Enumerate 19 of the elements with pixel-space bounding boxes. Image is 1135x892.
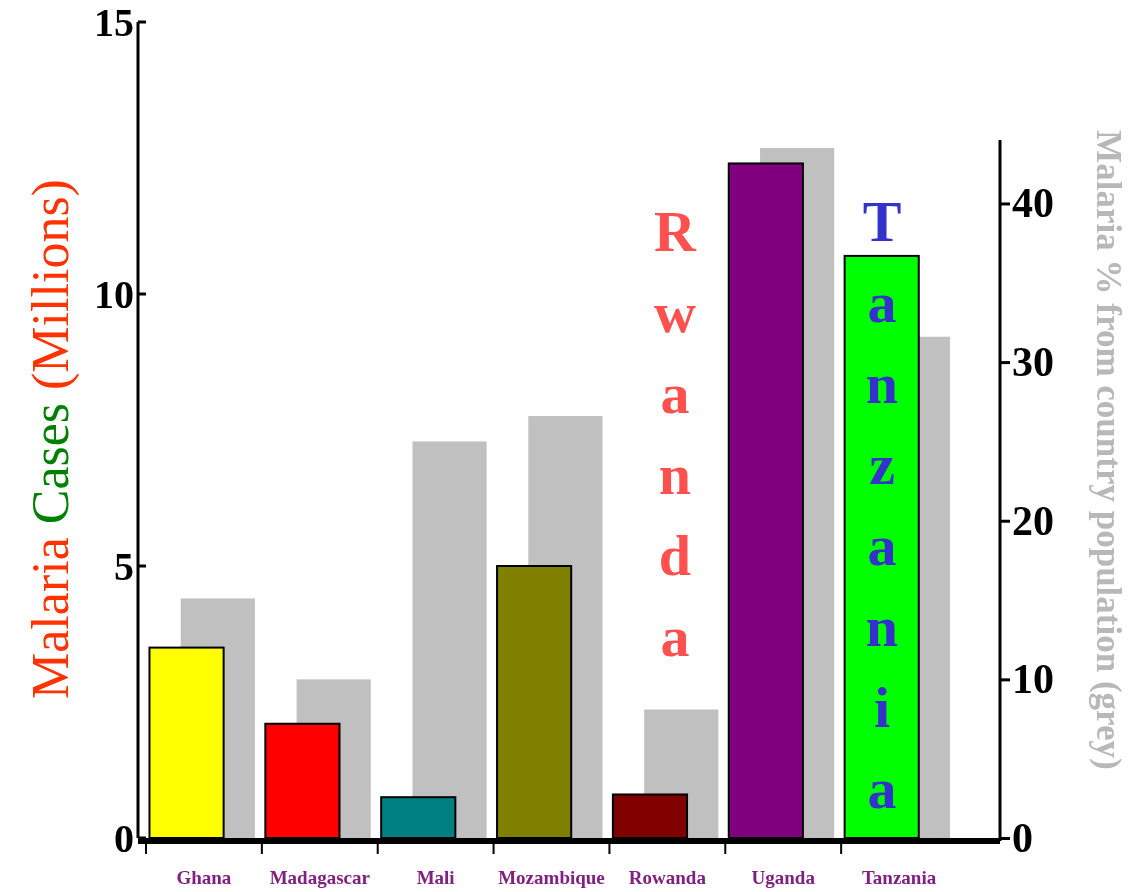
x-tick-label: Mozambique <box>498 867 605 888</box>
x-tick-label: Mali <box>416 867 455 888</box>
y2-tick-label: 30 <box>1012 339 1054 386</box>
y2-tick-label: 40 <box>1012 180 1054 227</box>
y2-tick-label: 0 <box>1012 814 1033 861</box>
annotation: Rwanda <box>654 198 698 669</box>
x-tick-label: Uganda <box>751 867 816 888</box>
y-tick-label: 0 <box>114 816 134 861</box>
x-tick-label: Ghana <box>176 867 232 888</box>
y2-axis-title: Malaria % from country population (grey) <box>1089 130 1128 770</box>
y-tick-label: 5 <box>114 544 134 589</box>
y2-tick-label: 20 <box>1012 497 1054 544</box>
x-tick-label: Madagascar <box>269 867 371 888</box>
y-tick-label: 15 <box>94 0 134 45</box>
y-tick-label: 10 <box>94 272 134 317</box>
x-tick-label: Rowanda <box>628 867 707 888</box>
y-axis-title: Malaria Cases (Millions) <box>22 179 80 699</box>
y2-tick-label: 10 <box>1012 656 1054 703</box>
x-tick-label: Tanzania <box>861 867 937 888</box>
